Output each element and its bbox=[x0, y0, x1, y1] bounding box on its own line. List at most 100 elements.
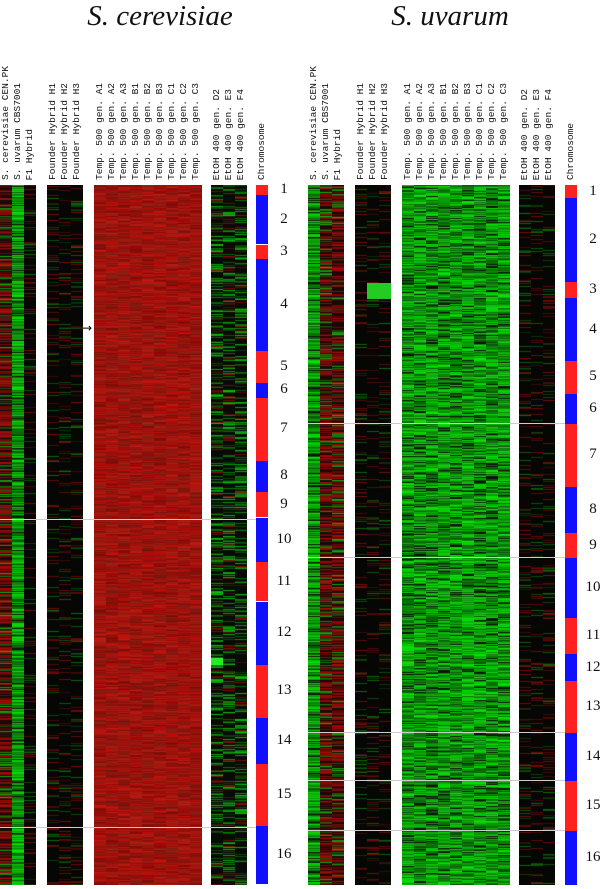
chromosome-label: 15 bbox=[276, 786, 292, 803]
column-label: Temp. 500 gen. A3 bbox=[426, 83, 437, 180]
chromosome-segment bbox=[256, 763, 268, 827]
chromosome-label: 8 bbox=[589, 500, 597, 517]
column-label: EtOH 400 gen. E3 bbox=[531, 88, 542, 180]
chromosome-segment bbox=[256, 185, 268, 195]
separator-line bbox=[308, 830, 565, 831]
column-label: Temp. 500 gen. A2 bbox=[106, 83, 117, 180]
column-label: Temp. 500 gen. A2 bbox=[414, 83, 425, 180]
chromosome-label: 5 bbox=[280, 358, 288, 374]
heatmap-column bbox=[142, 185, 154, 885]
chromosome-segment bbox=[565, 486, 577, 533]
heatmap-column bbox=[438, 185, 450, 885]
chromosome-segment bbox=[565, 282, 577, 299]
column-label: EtOH 400 gen. D2 bbox=[211, 88, 222, 180]
column-label: Temp. 500 gen. B1 bbox=[130, 83, 141, 180]
chromosome-segment bbox=[256, 350, 268, 384]
heatmap-column bbox=[332, 185, 344, 885]
heatmap-column bbox=[94, 185, 106, 885]
chromosome-segment bbox=[565, 781, 577, 832]
chromosome-label: 8 bbox=[280, 467, 288, 484]
heatmap-column bbox=[426, 185, 438, 885]
chromosome-segment bbox=[565, 733, 577, 782]
chromosome-header: Chromosome bbox=[565, 122, 576, 180]
chromosome-segment bbox=[256, 244, 268, 260]
chromosome-segment bbox=[256, 460, 268, 492]
chromosome-segment bbox=[256, 491, 268, 518]
chromosome-label: 10 bbox=[585, 579, 600, 596]
separator-line bbox=[0, 519, 256, 520]
chromosome-label: 13 bbox=[585, 698, 600, 715]
panel-title-cerevisiae: S. cerevisiae bbox=[87, 0, 233, 32]
chromosome-segment bbox=[565, 393, 577, 424]
heatmap-column bbox=[474, 185, 486, 885]
column-label: Temp. 500 gen. A1 bbox=[94, 83, 105, 180]
chromosome-segment bbox=[565, 532, 577, 559]
separator-line bbox=[308, 732, 565, 733]
heatmap-column bbox=[178, 185, 190, 885]
chromosome-segment bbox=[256, 383, 268, 398]
column-label: S. cerevisiae CEN.PK bbox=[0, 65, 11, 180]
chromosome-segment bbox=[256, 397, 268, 461]
heatmap-column bbox=[450, 185, 462, 885]
column-label: EtOH 400 gen. E3 bbox=[223, 88, 234, 180]
chromosome-segment bbox=[256, 517, 268, 562]
chromosome-segment bbox=[565, 558, 577, 619]
heatmap-column bbox=[71, 185, 83, 885]
heatmap-column bbox=[531, 185, 543, 885]
column-label: Temp. 500 gen. B1 bbox=[438, 83, 449, 180]
chromosome-label: 12 bbox=[276, 624, 292, 640]
column-label: Founder Hybrid H1 bbox=[355, 83, 366, 180]
column-label: Temp. 500 gen. B3 bbox=[154, 83, 165, 180]
heatmap-column bbox=[47, 185, 59, 885]
heatmap-column bbox=[320, 185, 332, 885]
heatmap-column bbox=[367, 185, 379, 885]
heatmap-column bbox=[0, 185, 12, 885]
highlight-block bbox=[211, 658, 223, 665]
column-label: S. uvarum CBS7001 bbox=[12, 83, 23, 180]
column-label: Temp. 500 gen. B2 bbox=[142, 83, 153, 180]
chromosome-segment bbox=[256, 601, 268, 665]
column-label: F1 Hybrid bbox=[332, 128, 343, 180]
chromosome-label: 2 bbox=[280, 210, 288, 227]
highlight-block bbox=[367, 283, 391, 299]
chromosome-label: 2 bbox=[589, 231, 597, 248]
column-label: EtOH 400 gen. F4 bbox=[543, 88, 554, 180]
column-label: EtOH 400 gen. F4 bbox=[235, 88, 246, 180]
heatmap-column bbox=[486, 185, 498, 885]
chromosome-label: 7 bbox=[280, 420, 288, 437]
heatmap-column bbox=[130, 185, 142, 885]
chromosome-label: 11 bbox=[276, 572, 292, 589]
heatmap-column bbox=[462, 185, 474, 885]
chromosome-label: 14 bbox=[585, 748, 600, 765]
heatmap-column bbox=[498, 185, 510, 885]
chromosome-label: 13 bbox=[276, 682, 292, 699]
chromosome-segment bbox=[565, 198, 577, 283]
column-label: Temp. 500 gen. A3 bbox=[118, 83, 129, 180]
chromosome-label: 15 bbox=[585, 797, 600, 814]
heatmap-column bbox=[106, 185, 118, 885]
chromosome-segment bbox=[565, 831, 577, 885]
heatmap-column bbox=[59, 185, 71, 885]
column-label: Temp. 500 gen. B3 bbox=[462, 83, 473, 180]
column-label: Temp. 500 gen. C1 bbox=[474, 83, 485, 180]
column-label: Founder Hybrid H1 bbox=[47, 83, 58, 180]
separator-line bbox=[0, 827, 256, 828]
chromosome-segment bbox=[565, 298, 577, 361]
chromosome-segment bbox=[256, 259, 268, 351]
column-label: Founder Hybrid H3 bbox=[71, 83, 82, 180]
chromosome-label: 11 bbox=[585, 627, 600, 644]
chromosome-label: 16 bbox=[585, 849, 600, 866]
chromosome-segment bbox=[565, 681, 577, 734]
chromosome-segment bbox=[565, 654, 577, 682]
column-label: Temp. 500 gen. A1 bbox=[402, 83, 413, 180]
chromosome-label: 6 bbox=[280, 381, 288, 398]
column-label: Founder Hybrid H2 bbox=[59, 83, 70, 180]
chromosome-segment bbox=[565, 185, 577, 199]
heatmap-column bbox=[190, 185, 202, 885]
column-label: Founder Hybrid H2 bbox=[367, 83, 378, 180]
chromosome-label: 9 bbox=[280, 495, 288, 512]
chromosome-label: 14 bbox=[276, 731, 292, 748]
heatmap-column bbox=[166, 185, 178, 885]
column-label: Temp. 500 gen. B2 bbox=[450, 83, 461, 180]
